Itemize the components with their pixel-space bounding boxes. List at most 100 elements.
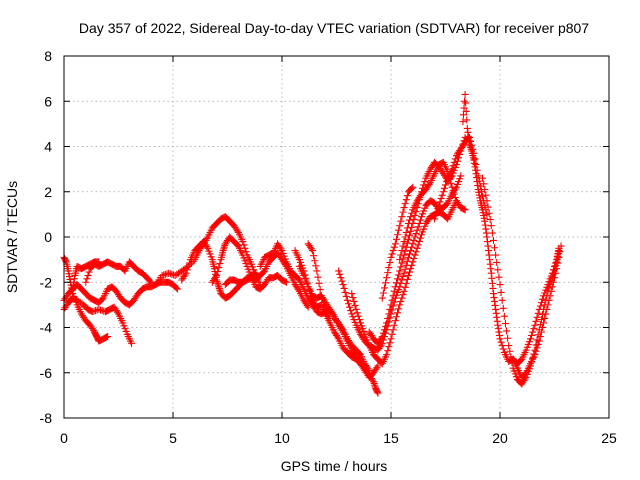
data-point-plus bbox=[503, 327, 511, 335]
data-point-plus bbox=[539, 310, 547, 318]
data-point-plus bbox=[402, 196, 410, 204]
y-tick-label: -6 bbox=[40, 365, 53, 381]
data-point-plus bbox=[213, 271, 221, 279]
data-point-plus bbox=[415, 219, 423, 227]
data-point-plus bbox=[410, 236, 418, 244]
data-point-plus bbox=[214, 268, 222, 276]
data-point-plus bbox=[495, 273, 503, 281]
data-point-plus bbox=[391, 317, 399, 325]
data-point-plus bbox=[397, 297, 405, 305]
data-point-plus bbox=[413, 244, 421, 252]
data-point-plus bbox=[450, 158, 458, 166]
data-point-plus bbox=[97, 306, 105, 314]
data-point-plus bbox=[447, 179, 455, 187]
data-point-plus bbox=[463, 116, 471, 124]
data-point-plus bbox=[530, 325, 538, 333]
data-point-plus bbox=[499, 304, 507, 312]
data-point-plus bbox=[474, 172, 482, 180]
data-point-plus bbox=[473, 166, 481, 174]
data-point-plus bbox=[548, 283, 556, 291]
data-point-plus bbox=[147, 278, 155, 286]
data-point-plus bbox=[326, 314, 334, 322]
data-point-plus bbox=[534, 309, 542, 317]
data-point-plus bbox=[343, 296, 351, 304]
data-point-plus bbox=[391, 240, 399, 248]
y-tick-label: -2 bbox=[40, 274, 53, 290]
data-point-plus bbox=[399, 291, 407, 299]
data-point-plus bbox=[480, 197, 488, 205]
data-point-plus bbox=[482, 191, 490, 199]
data-point-plus bbox=[400, 238, 408, 246]
data-point-plus bbox=[277, 245, 285, 253]
data-point-plus bbox=[390, 243, 398, 251]
data-point-plus bbox=[433, 208, 441, 216]
data-point-plus bbox=[336, 270, 344, 278]
data-point-plus bbox=[411, 233, 419, 241]
data-point-plus bbox=[374, 389, 382, 397]
data-point-plus bbox=[402, 243, 410, 251]
data-point-plus bbox=[374, 362, 382, 370]
data-point-plus bbox=[407, 247, 415, 255]
data-point-plus bbox=[438, 191, 446, 199]
data-point-plus bbox=[113, 308, 121, 316]
data-point-plus bbox=[397, 263, 405, 271]
data-point-plus bbox=[505, 342, 513, 350]
data-series bbox=[431, 133, 491, 223]
data-point-plus bbox=[547, 287, 555, 295]
data-point-plus bbox=[482, 206, 490, 214]
data-point-plus bbox=[536, 302, 544, 310]
data-point-plus bbox=[489, 236, 497, 244]
data-point-plus bbox=[450, 190, 458, 198]
data-point-plus bbox=[396, 222, 404, 230]
data-point-plus bbox=[340, 284, 348, 292]
data-point-plus bbox=[435, 201, 443, 209]
data-series bbox=[335, 172, 465, 354]
data-point-plus bbox=[531, 321, 539, 329]
data-point-plus bbox=[496, 335, 504, 343]
data-point-plus bbox=[408, 184, 416, 192]
data-point-plus bbox=[339, 281, 347, 289]
data-point-plus bbox=[161, 270, 169, 278]
data-point-plus bbox=[344, 300, 352, 308]
data-point-plus bbox=[448, 165, 456, 173]
data-point-plus bbox=[476, 182, 484, 190]
data-point-plus bbox=[532, 317, 540, 325]
data-point-plus bbox=[128, 339, 136, 347]
data-point-plus bbox=[541, 314, 549, 322]
data-point-plus bbox=[399, 242, 407, 250]
data-point-plus bbox=[391, 283, 399, 291]
data-point-plus bbox=[401, 200, 409, 208]
data-point-plus bbox=[416, 216, 424, 224]
data-point-plus bbox=[451, 193, 459, 201]
data-point-plus bbox=[407, 227, 415, 235]
data-point-plus bbox=[337, 274, 345, 282]
data-point-plus bbox=[545, 296, 553, 304]
data-point-plus bbox=[239, 238, 247, 246]
data-point-plus bbox=[404, 219, 412, 227]
data-point-plus bbox=[319, 299, 327, 307]
data-point-plus bbox=[400, 287, 408, 295]
data-point-plus bbox=[406, 268, 414, 276]
y-axis-label: SDTVAR / TECUs bbox=[4, 181, 20, 293]
data-point-plus bbox=[394, 275, 402, 283]
data-point-plus bbox=[309, 247, 317, 255]
data-point-plus bbox=[407, 265, 415, 273]
data-point-plus bbox=[310, 252, 318, 260]
data-point-plus bbox=[437, 195, 445, 203]
y-tick-label: 6 bbox=[44, 93, 52, 109]
data-point-plus bbox=[382, 279, 390, 287]
data-point-plus bbox=[386, 339, 394, 347]
data-point-plus bbox=[185, 259, 193, 267]
data-point-plus bbox=[494, 266, 502, 274]
data-point-plus bbox=[282, 278, 290, 286]
data-point-plus bbox=[557, 242, 565, 250]
data-point-plus bbox=[312, 262, 320, 270]
data-point-plus bbox=[380, 284, 388, 292]
data-point-plus bbox=[314, 273, 322, 281]
data-point-plus bbox=[304, 303, 312, 311]
data-point-plus bbox=[431, 215, 439, 223]
data-point-plus bbox=[395, 305, 403, 313]
data-point-plus bbox=[533, 313, 541, 321]
data-point-plus bbox=[389, 326, 397, 334]
data-point-plus bbox=[439, 188, 447, 196]
